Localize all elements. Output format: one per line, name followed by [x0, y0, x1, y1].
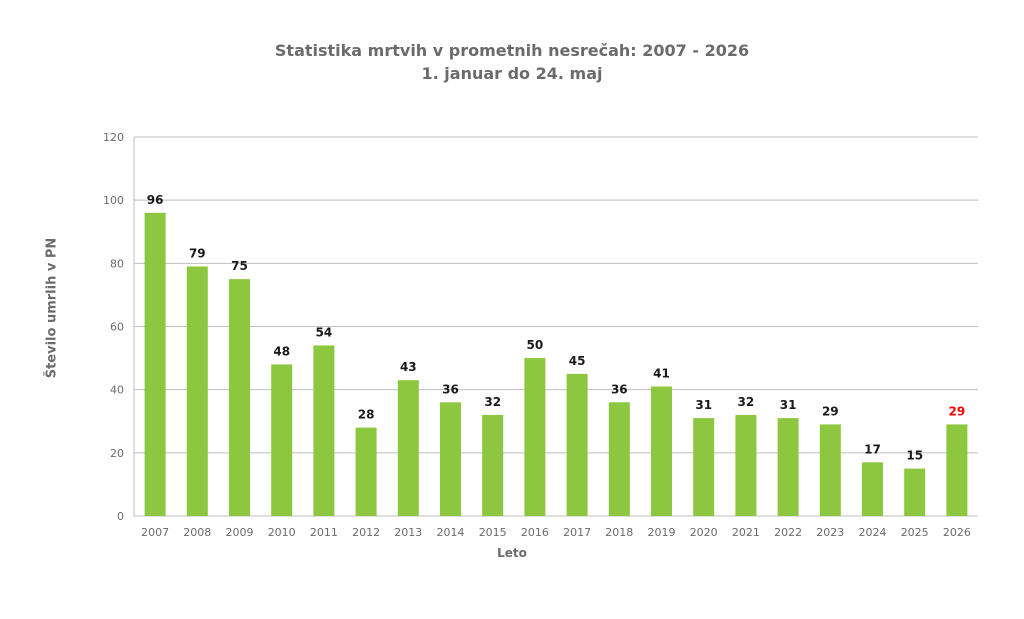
y-tick-label: 100 [103, 194, 124, 207]
x-tick-label: 2019 [648, 526, 676, 539]
x-tick-label: 2026 [943, 526, 971, 539]
data-label: 45 [569, 354, 586, 368]
bar [524, 358, 546, 516]
x-tick-label: 2017 [563, 526, 591, 539]
data-label: 50 [527, 338, 544, 352]
x-tick-label: 2010 [268, 526, 296, 539]
data-label: 96 [147, 193, 164, 207]
y-tick-label: 80 [110, 257, 124, 270]
bar [608, 402, 630, 516]
x-tick-label: 2022 [774, 526, 802, 539]
y-tick-label: 60 [110, 321, 124, 334]
chart-title: Statistika mrtvih v prometnih nesrečah: … [274, 41, 750, 60]
data-label: 32 [484, 395, 501, 409]
x-tick-label: 2016 [521, 526, 549, 539]
data-label: 79 [189, 246, 206, 260]
bar [482, 414, 504, 516]
data-label: 31 [695, 398, 712, 412]
x-tick-label: 2011 [310, 526, 338, 539]
bar [355, 427, 377, 516]
bar [229, 279, 250, 516]
data-label: 17 [864, 442, 881, 456]
bar [144, 212, 166, 517]
data-label: 43 [400, 360, 417, 374]
x-tick-label: 2025 [901, 526, 929, 539]
data-label: 54 [316, 325, 333, 339]
y-tick-label: 120 [103, 131, 124, 144]
x-tick-label: 2020 [690, 526, 718, 539]
bar [904, 468, 926, 516]
x-tick-label: 2007 [141, 526, 169, 539]
bar [651, 386, 672, 516]
x-tick-label: 2012 [352, 526, 380, 539]
chart-subtitle: 1. januar do 24. maj [421, 64, 603, 83]
bar [819, 424, 841, 516]
data-label: 41 [653, 367, 670, 381]
x-axis-label: Leto [497, 546, 527, 560]
bar [693, 418, 715, 516]
data-label: 31 [780, 398, 797, 412]
x-tick-label: 2018 [605, 526, 633, 539]
y-tick-label: 0 [117, 510, 124, 523]
x-tick-label: 2021 [732, 526, 760, 539]
x-tick-label: 2008 [183, 526, 211, 539]
data-label: 32 [738, 395, 755, 409]
x-tick-label: 2015 [479, 526, 507, 539]
bar [566, 373, 588, 516]
x-tick-label: 2014 [437, 526, 465, 539]
x-tick-label: 2009 [226, 526, 254, 539]
bar [271, 364, 293, 516]
bar [186, 266, 208, 516]
x-tick-label: 2013 [394, 526, 422, 539]
bar [946, 424, 968, 516]
bar [735, 414, 757, 516]
data-label: 28 [358, 408, 375, 422]
data-label: 75 [231, 259, 248, 273]
y-tick-label: 20 [110, 447, 124, 460]
data-label: 29 [822, 404, 839, 418]
bar [440, 402, 461, 516]
y-tick-label: 40 [110, 384, 124, 397]
data-label: 29 [949, 404, 966, 418]
bar [313, 345, 335, 516]
x-tick-label: 2023 [816, 526, 844, 539]
bar [397, 380, 419, 516]
data-label: 36 [611, 382, 628, 396]
bar [862, 462, 883, 516]
x-tick-label: 2024 [859, 526, 887, 539]
data-label: 48 [273, 344, 290, 358]
data-label: 36 [442, 382, 459, 396]
bar [777, 418, 799, 516]
data-label: 15 [906, 449, 923, 463]
